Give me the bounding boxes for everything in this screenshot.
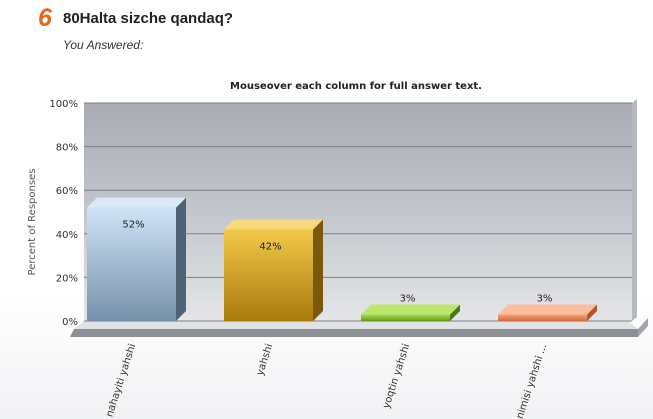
bar-value-label: 52% — [122, 220, 144, 231]
y-tick-label: 60% — [56, 186, 78, 197]
x-category-label: nimisi yahshi ... — [515, 343, 550, 419]
bar-front[interactable] — [224, 229, 313, 321]
chart-floor-top — [74, 321, 638, 329]
x-category-label: yoqtin yahshi — [381, 343, 412, 410]
bar-front[interactable] — [87, 207, 176, 321]
plot-side-wall — [632, 99, 637, 321]
x-category-label: yahshi — [255, 343, 276, 378]
bar-side[interactable] — [450, 304, 460, 321]
bar-side[interactable] — [587, 304, 597, 321]
chart-floor-side — [638, 318, 648, 337]
y-tick-label: 40% — [56, 230, 78, 241]
bar-3[interactable]: 3% — [361, 293, 460, 321]
bar-top[interactable] — [361, 304, 460, 315]
y-axis-title: Percent of Responses — [27, 169, 38, 276]
bar-top[interactable] — [224, 219, 323, 230]
question-number: 6 — [38, 4, 52, 32]
y-tick-label: 20% — [56, 273, 78, 284]
bar-4[interactable]: 3% — [498, 293, 597, 321]
question-text: 80Halta sizche qandaq? — [63, 10, 234, 27]
bar-side[interactable] — [313, 219, 323, 321]
bar-top[interactable] — [87, 197, 186, 208]
bar-value-label: 3% — [537, 293, 553, 304]
y-tick-label: 80% — [56, 143, 78, 154]
bar-front[interactable] — [498, 314, 587, 321]
bar-1[interactable]: 52% — [87, 197, 186, 321]
you-answered-label: You Answered: — [63, 38, 144, 52]
bar-value-label: 3% — [400, 293, 416, 304]
bar-2[interactable]: 42% — [224, 219, 323, 321]
chart-floor-front — [70, 329, 638, 337]
bar-value-label: 42% — [259, 241, 281, 252]
bar-front[interactable] — [361, 314, 450, 321]
bar-top[interactable] — [498, 304, 597, 315]
y-tick-label: 100% — [49, 99, 78, 110]
chart-title: Mouseover each column for full answer te… — [230, 81, 482, 92]
y-tick-label: 0% — [62, 317, 78, 328]
x-category-label: nahayiti yahshi — [104, 343, 138, 419]
bar-side[interactable] — [176, 197, 186, 321]
